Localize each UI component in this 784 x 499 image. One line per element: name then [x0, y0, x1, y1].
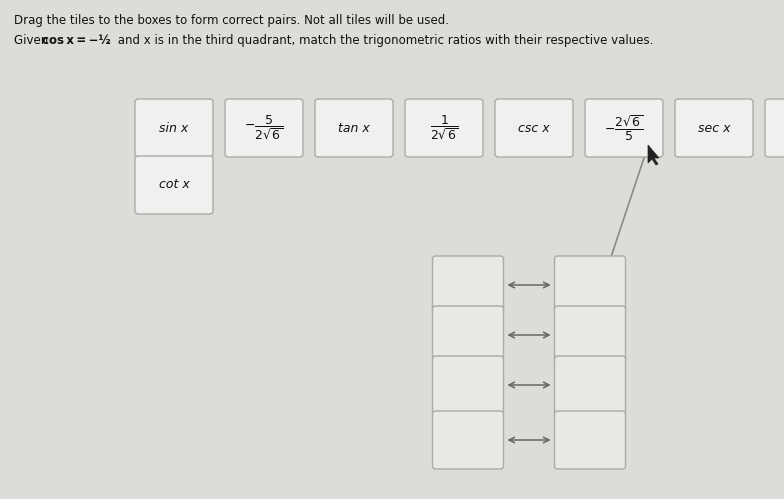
- Text: $\dfrac{1}{2\sqrt{6}}$: $\dfrac{1}{2\sqrt{6}}$: [430, 114, 459, 142]
- FancyBboxPatch shape: [554, 306, 626, 364]
- Text: $-\dfrac{2\sqrt{6}}{5}$: $-\dfrac{2\sqrt{6}}{5}$: [604, 113, 644, 143]
- FancyBboxPatch shape: [433, 306, 503, 364]
- FancyBboxPatch shape: [135, 99, 213, 157]
- Text: $-\dfrac{5}{2\sqrt{6}}$: $-\dfrac{5}{2\sqrt{6}}$: [245, 114, 284, 142]
- FancyBboxPatch shape: [495, 99, 573, 157]
- Text: tan x: tan x: [338, 121, 370, 135]
- FancyBboxPatch shape: [675, 99, 753, 157]
- FancyBboxPatch shape: [585, 99, 663, 157]
- FancyBboxPatch shape: [433, 256, 503, 314]
- Text: sec x: sec x: [698, 121, 730, 135]
- FancyBboxPatch shape: [765, 99, 784, 157]
- Text: sin x: sin x: [159, 121, 189, 135]
- FancyBboxPatch shape: [433, 411, 503, 469]
- Text: Drag the tiles to the boxes to form correct pairs. Not all tiles will be used.: Drag the tiles to the boxes to form corr…: [14, 14, 449, 27]
- Text: cos x = −½: cos x = −½: [42, 34, 111, 47]
- Text: csc x: csc x: [518, 121, 550, 135]
- Polygon shape: [648, 145, 659, 165]
- Text: Given: Given: [14, 34, 52, 47]
- FancyBboxPatch shape: [433, 356, 503, 414]
- FancyBboxPatch shape: [554, 256, 626, 314]
- FancyBboxPatch shape: [225, 99, 303, 157]
- FancyBboxPatch shape: [554, 411, 626, 469]
- FancyBboxPatch shape: [554, 356, 626, 414]
- Text: cot x: cot x: [158, 179, 190, 192]
- FancyBboxPatch shape: [135, 156, 213, 214]
- FancyBboxPatch shape: [315, 99, 393, 157]
- FancyBboxPatch shape: [405, 99, 483, 157]
- Text: and x is in the third quadrant, match the trigonometric ratios with their respec: and x is in the third quadrant, match th…: [114, 34, 653, 47]
